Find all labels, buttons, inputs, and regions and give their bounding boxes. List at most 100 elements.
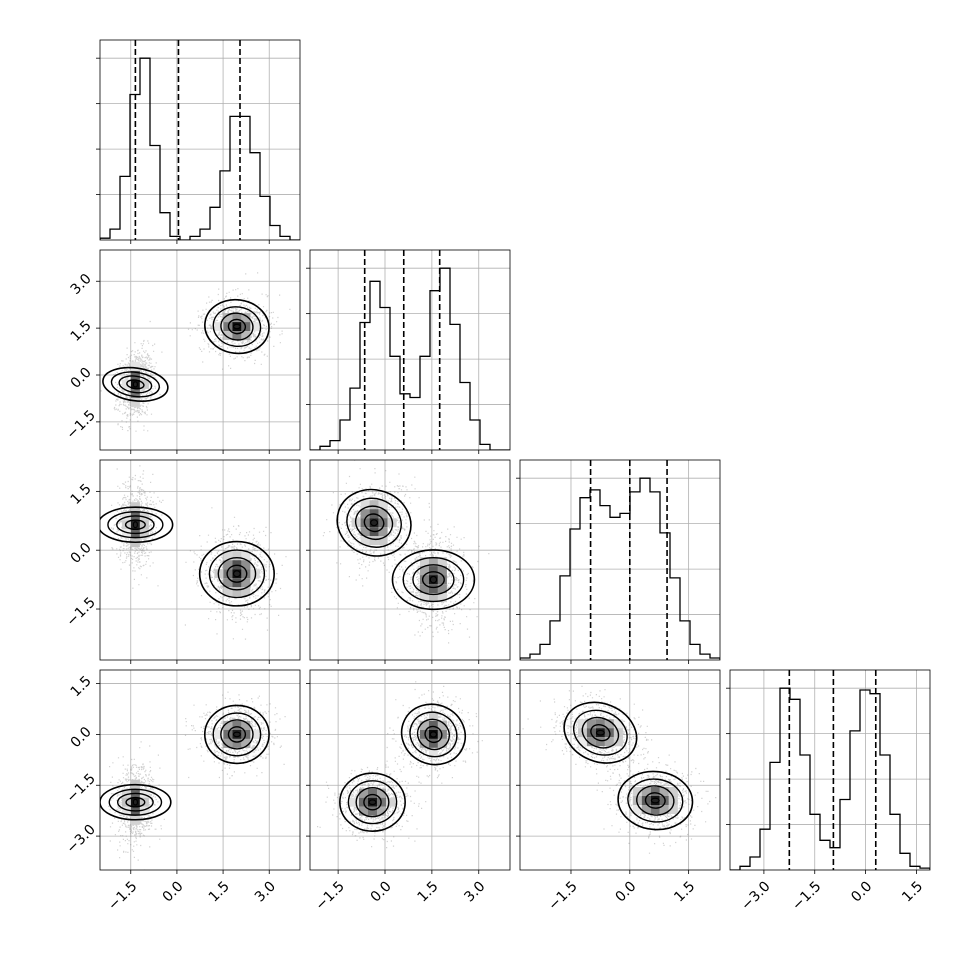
density-cell <box>223 578 233 588</box>
contour-level-2 <box>108 788 163 816</box>
hist-1-bars <box>100 57 300 240</box>
density-cell <box>232 587 242 597</box>
contour-level-2 <box>627 778 684 823</box>
density-cell <box>632 787 642 796</box>
density-cell <box>586 737 596 747</box>
density-cell <box>437 738 447 748</box>
density-cell <box>437 575 447 585</box>
contour-peak <box>132 381 138 388</box>
density-cell <box>121 788 131 798</box>
contour-peak <box>232 731 241 738</box>
scatter-points <box>100 320 163 432</box>
density-cell <box>350 797 359 807</box>
y-tick-label: 3.0 <box>68 271 95 298</box>
contour-level-4 <box>227 726 247 743</box>
density-cell <box>437 720 447 730</box>
density-cell <box>604 719 614 729</box>
contour-level-3 <box>220 719 254 750</box>
hist-4-bars <box>730 687 930 870</box>
contour-level-3 <box>217 556 257 591</box>
hist-3-bars <box>520 477 720 660</box>
contour-level-1 <box>204 298 270 355</box>
density-cell <box>130 361 140 371</box>
panel-frame <box>99 249 301 451</box>
contour-peak <box>650 797 660 804</box>
x-tick-label: 1.5 <box>899 878 926 905</box>
density-cell <box>419 566 429 576</box>
cluster-2 <box>386 519 490 644</box>
scatter-points <box>184 691 286 779</box>
contour-level-3 <box>636 785 675 816</box>
density-cell <box>419 575 429 585</box>
density-cell <box>386 797 395 807</box>
scatter-points <box>386 519 490 644</box>
contour-level-2 <box>107 511 164 539</box>
contour-level-2 <box>110 371 160 398</box>
density-cell <box>378 500 388 510</box>
contour-level-1 <box>203 704 270 765</box>
density-cell <box>419 557 429 567</box>
contour-level-1 <box>102 366 169 402</box>
density-cell <box>360 527 370 537</box>
density-cell <box>368 788 377 798</box>
density-cell <box>668 805 678 814</box>
density-cell <box>428 738 438 748</box>
y-tick-label: −1.5 <box>64 771 99 806</box>
density-cell <box>437 584 447 594</box>
density-cell <box>378 527 388 537</box>
density-cell <box>241 578 251 588</box>
cluster-2 <box>187 272 291 370</box>
x-tick-label: 0.0 <box>613 878 640 905</box>
density-cell <box>121 806 131 816</box>
histogram-panel-1 <box>96 39 301 241</box>
histogram-panel-2 <box>306 249 511 451</box>
contour-level-1 <box>339 772 406 832</box>
density-cell <box>378 536 388 546</box>
x-tick-label: 1.5 <box>415 878 442 905</box>
contour-peak <box>370 519 379 527</box>
contour-level-3 <box>116 515 155 535</box>
contour-peak <box>132 798 138 806</box>
cluster-1 <box>522 685 660 784</box>
y-tick-label: 0.0 <box>68 724 95 751</box>
density-cell <box>139 520 149 530</box>
hist-1-frame <box>99 39 301 241</box>
density-cell <box>223 569 233 579</box>
cluster-1 <box>100 320 169 432</box>
density-cell <box>428 747 438 757</box>
density-cell <box>360 518 370 528</box>
contour-level-3 <box>220 312 254 341</box>
density-cell <box>368 806 377 816</box>
density-cell <box>437 566 447 576</box>
density-cell <box>359 806 368 816</box>
density-cell <box>419 593 429 603</box>
density-cell <box>641 787 651 796</box>
density-cell <box>428 557 438 567</box>
contour-level-2 <box>402 557 465 603</box>
density-cell <box>650 805 660 814</box>
contour-level-3 <box>355 787 390 818</box>
contour-level-3 <box>581 716 620 749</box>
density-cell <box>641 805 651 814</box>
y-tick-label: −3.0 <box>64 822 99 857</box>
hist-2-frame <box>309 249 511 451</box>
contour-level-4 <box>421 571 445 589</box>
density-cell <box>130 388 140 398</box>
density-cell <box>241 569 251 579</box>
density-cell <box>641 796 651 805</box>
contour-level-2 <box>212 712 262 757</box>
y-tick-label: 1.5 <box>68 318 95 345</box>
x-tick-label: 3.0 <box>252 878 279 905</box>
cluster-1 <box>100 465 174 589</box>
scatter-panel-2-3 <box>309 459 511 661</box>
density-cell <box>223 720 233 730</box>
density-cell <box>232 331 242 341</box>
density-cell <box>241 331 251 341</box>
contour-level-4 <box>644 792 666 809</box>
density-cell <box>232 313 242 323</box>
density-cell <box>121 529 131 539</box>
contour-level-4 <box>363 513 385 533</box>
density-cell <box>360 536 370 546</box>
panels <box>96 39 931 871</box>
contour-peak <box>232 323 241 330</box>
